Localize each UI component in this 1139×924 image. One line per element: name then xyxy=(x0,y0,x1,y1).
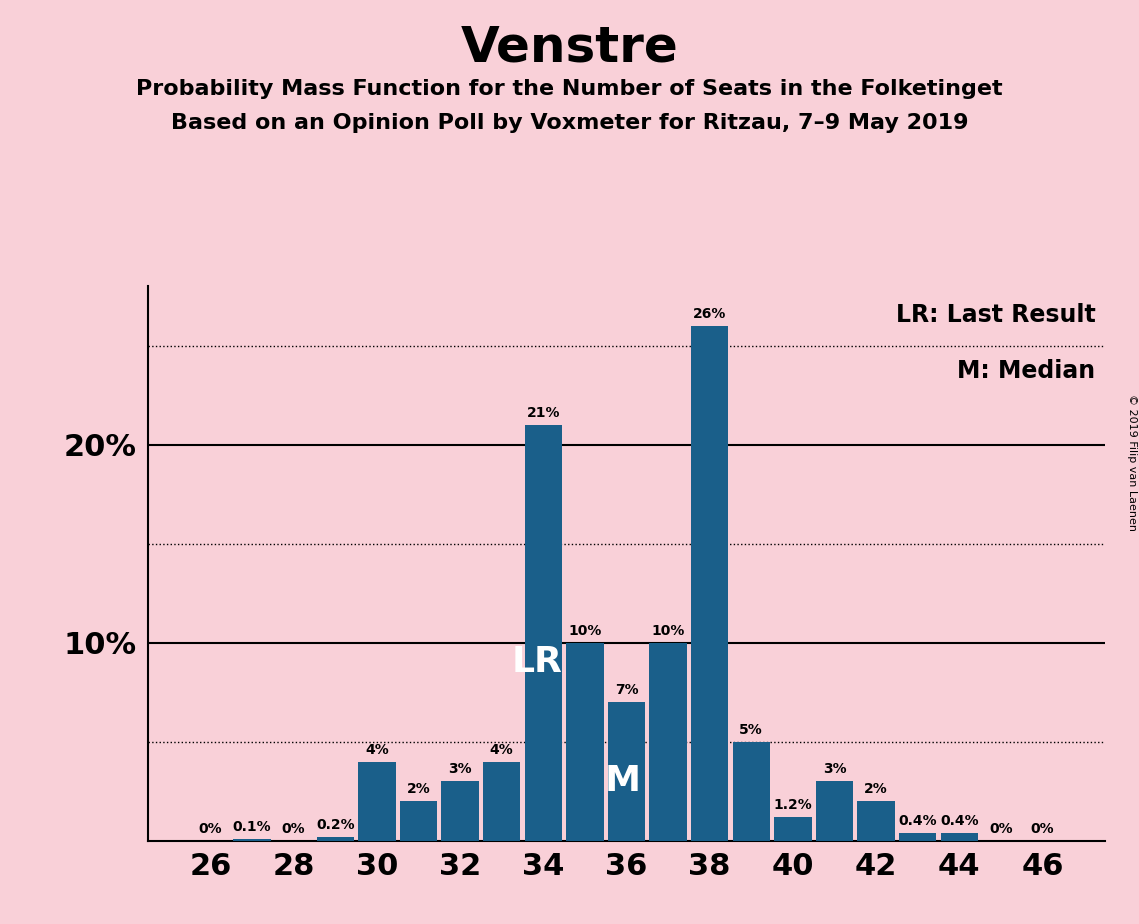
Text: © 2019 Filip van Laenen: © 2019 Filip van Laenen xyxy=(1126,394,1137,530)
Text: 4%: 4% xyxy=(490,743,514,757)
Text: M: M xyxy=(605,764,640,798)
Bar xyxy=(732,742,770,841)
Bar xyxy=(483,761,521,841)
Bar xyxy=(566,643,604,841)
Text: 0%: 0% xyxy=(1031,821,1055,836)
Bar xyxy=(899,833,936,841)
Bar xyxy=(233,839,271,841)
Text: 0.2%: 0.2% xyxy=(316,818,354,832)
Text: 0.4%: 0.4% xyxy=(940,814,978,828)
Text: 0%: 0% xyxy=(281,821,305,836)
Text: 3%: 3% xyxy=(449,762,472,776)
Text: 2%: 2% xyxy=(407,783,431,796)
Bar xyxy=(400,801,437,841)
Text: LR: LR xyxy=(511,645,563,679)
Text: 10%: 10% xyxy=(568,624,601,638)
Text: 26%: 26% xyxy=(693,307,727,322)
Text: 10%: 10% xyxy=(652,624,685,638)
Bar xyxy=(858,801,895,841)
Text: 7%: 7% xyxy=(615,683,638,698)
Bar xyxy=(649,643,687,841)
Text: 0.1%: 0.1% xyxy=(232,820,271,833)
Text: 2%: 2% xyxy=(865,783,888,796)
Text: 5%: 5% xyxy=(739,723,763,737)
Text: 21%: 21% xyxy=(526,406,560,420)
Bar xyxy=(608,702,645,841)
Bar xyxy=(317,837,354,841)
Bar xyxy=(941,833,978,841)
Bar xyxy=(441,782,478,841)
Text: M: Median: M: Median xyxy=(957,359,1096,383)
Text: Venstre: Venstre xyxy=(460,23,679,71)
Bar xyxy=(358,761,395,841)
Text: Probability Mass Function for the Number of Seats in the Folketinget: Probability Mass Function for the Number… xyxy=(137,79,1002,99)
Text: LR: Last Result: LR: Last Result xyxy=(895,303,1096,327)
Text: 3%: 3% xyxy=(822,762,846,776)
Bar xyxy=(775,817,812,841)
Bar xyxy=(691,326,728,841)
Text: Based on an Opinion Poll by Voxmeter for Ritzau, 7–9 May 2019: Based on an Opinion Poll by Voxmeter for… xyxy=(171,113,968,133)
Text: 4%: 4% xyxy=(364,743,388,757)
Text: 0%: 0% xyxy=(198,821,222,836)
Text: 0%: 0% xyxy=(989,821,1013,836)
Text: 0.4%: 0.4% xyxy=(899,814,937,828)
Bar xyxy=(816,782,853,841)
Text: 1.2%: 1.2% xyxy=(773,798,812,812)
Bar xyxy=(525,425,562,841)
